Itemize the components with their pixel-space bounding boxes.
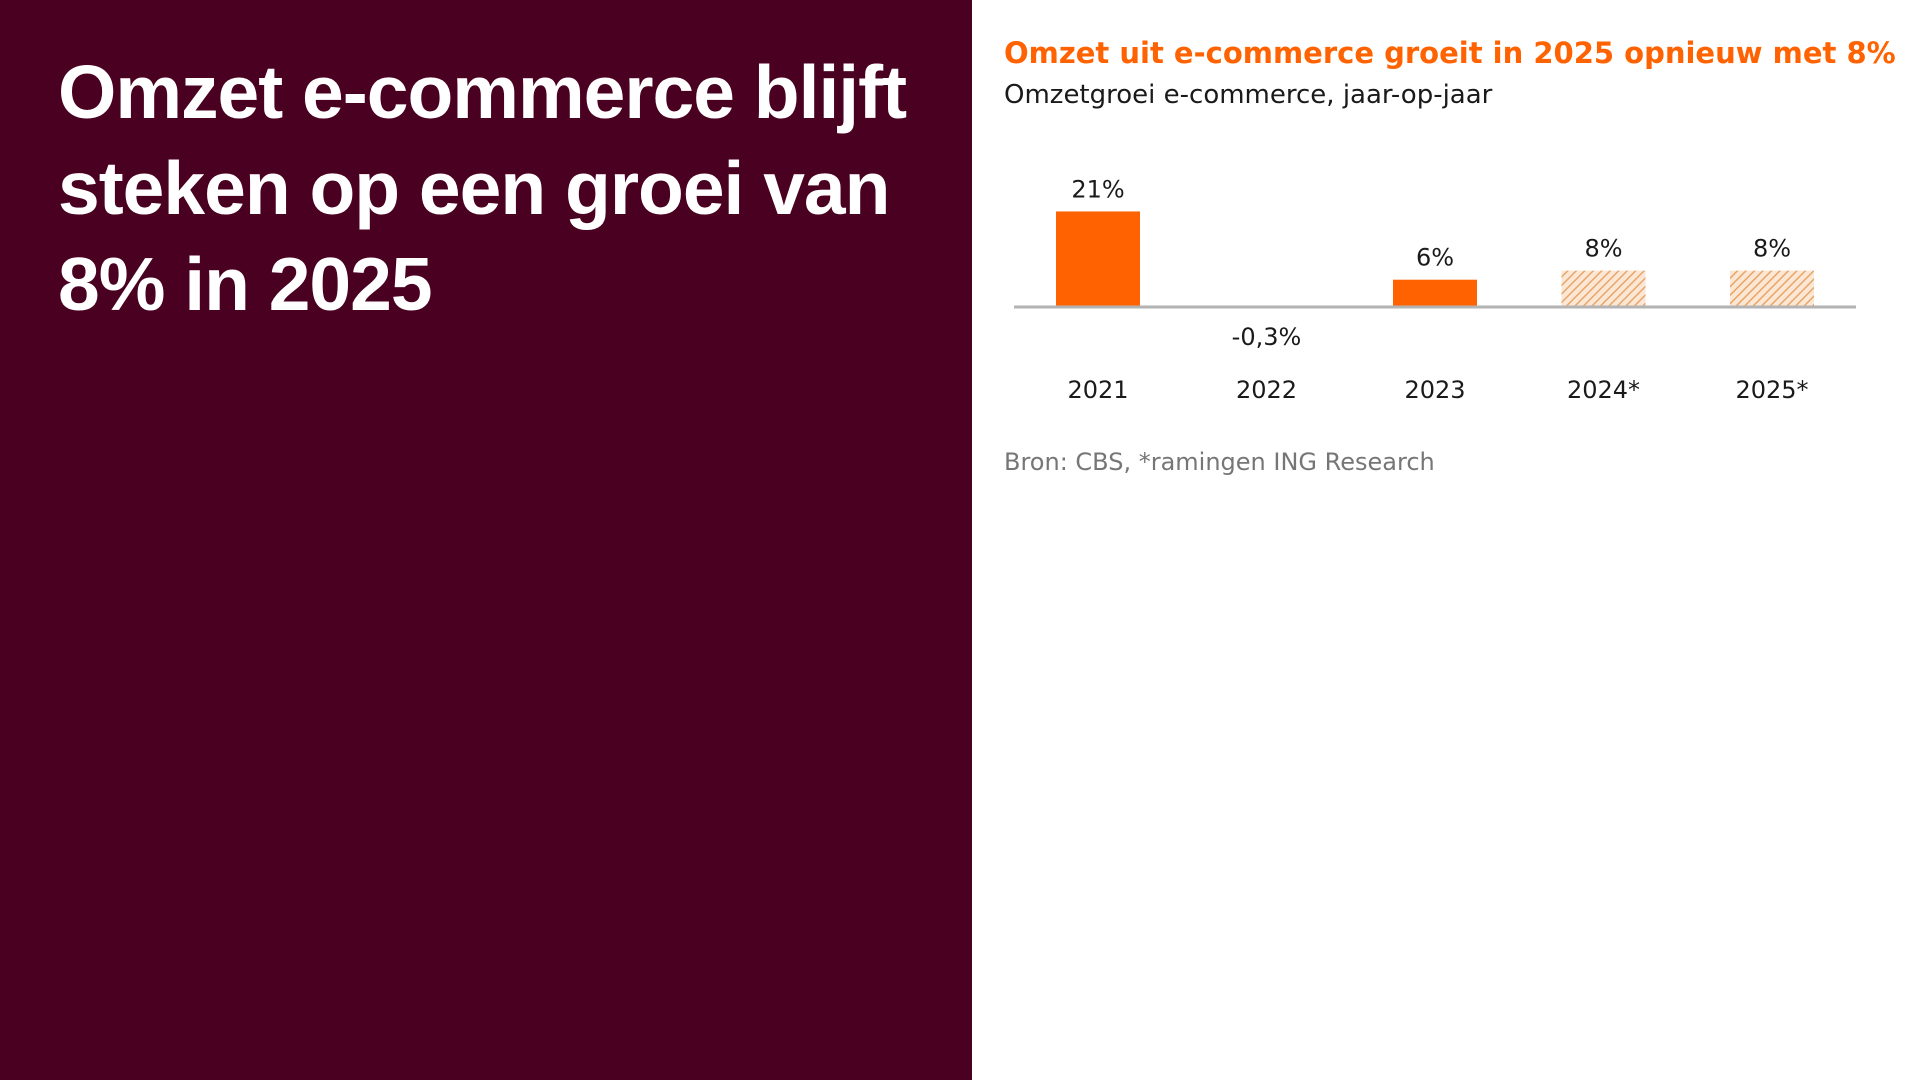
chart-subtitle: Omzetgroei e-commerce, jaar-op-jaar xyxy=(1004,80,1493,110)
x-tick-label: 2023 xyxy=(1404,376,1465,404)
bar-2025-forecast xyxy=(1730,270,1814,307)
x-tick-label: 2022 xyxy=(1236,376,1297,404)
bar-chart: 21% 2021 -0,3% 2022 6% 2023 8% 2024* 8% 2025* xyxy=(1014,175,1856,404)
headline-panel: Omzet e-commerce blijft steken op een gr… xyxy=(0,0,972,1080)
source-note: Bron: CBS, *ramingen ING Research xyxy=(1004,448,1435,476)
data-label: 21% xyxy=(1071,175,1124,203)
data-label: 8% xyxy=(1753,235,1791,263)
bar-2023 xyxy=(1393,279,1477,307)
headline: Omzet e-commerce blijft steken op een gr… xyxy=(58,50,907,326)
x-tick-label: 2024* xyxy=(1567,376,1640,404)
data-label: -0,3% xyxy=(1232,323,1302,351)
x-tick-label: 2025* xyxy=(1735,376,1808,404)
chart-title: Omzet uit e-commerce groeit in 2025 opni… xyxy=(1004,36,1896,70)
data-label: 6% xyxy=(1416,244,1454,272)
x-tick-label: 2021 xyxy=(1067,376,1128,404)
chart-panel: Omzet uit e-commerce groeit in 2025 opni… xyxy=(972,0,1920,1080)
data-label: 8% xyxy=(1584,235,1622,263)
bar-2024-forecast xyxy=(1561,270,1646,307)
bar-2021 xyxy=(1056,211,1140,307)
